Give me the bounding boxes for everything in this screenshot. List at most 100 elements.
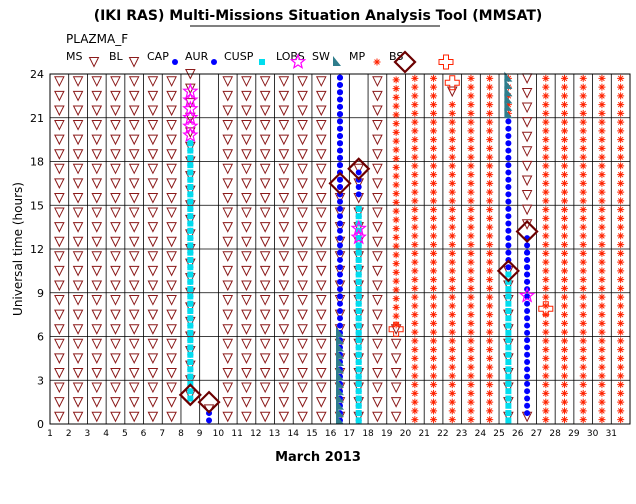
point-ms [166, 295, 177, 306]
point-mp [448, 206, 456, 214]
point-ms [372, 367, 383, 379]
point-mp [598, 346, 606, 354]
point-mp [486, 363, 494, 371]
point-aur [505, 118, 512, 125]
point-mp [392, 111, 400, 119]
point-mp [467, 214, 475, 222]
point-ms [110, 338, 121, 350]
point-ms [110, 192, 121, 204]
point-mp [467, 197, 475, 205]
point-ms [91, 367, 103, 379]
point-mp [392, 251, 400, 259]
point-mp [598, 144, 606, 152]
point-ms [241, 76, 252, 87]
point-mp [467, 354, 475, 362]
point-mp [598, 381, 606, 389]
point-mp [392, 242, 400, 250]
point-ms [241, 149, 252, 160]
point-mp [467, 398, 475, 406]
point-mp [561, 92, 569, 100]
point-mp [467, 241, 475, 249]
x-tick-label: 21 [418, 429, 429, 439]
point-ms [259, 411, 271, 423]
point-mp [579, 363, 587, 371]
point-cusp [355, 242, 362, 249]
x-tick-label: 27 [531, 429, 542, 439]
point-mp [486, 136, 494, 144]
point-mp [504, 101, 512, 109]
point-ms [315, 105, 327, 117]
point-mp [598, 206, 606, 214]
point-mp [579, 354, 587, 362]
x-tick-label: 1 [47, 429, 53, 439]
point-aur [337, 162, 343, 169]
point-ms [128, 338, 140, 350]
point-mp [579, 118, 587, 126]
point-mp [430, 381, 438, 389]
point-ms [315, 222, 327, 233]
point-mp [430, 354, 438, 362]
point-ms [297, 236, 308, 248]
point-mp [486, 153, 494, 161]
legend-label: MS [66, 50, 82, 63]
point-mp [542, 136, 550, 144]
point-mp [598, 293, 606, 301]
point-sw [504, 71, 513, 82]
point-mp [448, 188, 456, 196]
point-mp [448, 118, 456, 126]
point-mp [430, 83, 438, 91]
point-mp [411, 197, 419, 205]
point-ms [278, 120, 290, 131]
point-mp [561, 407, 569, 415]
point-mp [598, 232, 606, 240]
point-ms [278, 353, 290, 364]
point-ms [372, 163, 383, 175]
point-mp [486, 302, 494, 310]
point-mp [392, 225, 400, 233]
point-mp [448, 214, 456, 222]
point-ms [315, 163, 327, 175]
point-ms [259, 134, 271, 146]
point-mp [561, 74, 569, 82]
point-mp [411, 293, 419, 301]
point-mp [411, 101, 419, 109]
point-mp [467, 109, 475, 117]
point-mp [542, 153, 550, 161]
point-mp [598, 416, 606, 424]
point-ms [128, 236, 140, 248]
point-ms [259, 324, 271, 335]
point-mp [392, 286, 400, 294]
point-mp [486, 381, 494, 389]
point-mp [617, 83, 625, 91]
point-aur [337, 103, 343, 110]
point-ms [278, 367, 290, 379]
point-mp [561, 179, 569, 187]
point-ms [372, 222, 383, 233]
point-ms [128, 134, 140, 146]
point-ms [91, 309, 103, 321]
point-mp [411, 276, 419, 284]
point-mp [542, 197, 550, 205]
point-lobs [182, 117, 199, 134]
point-ms [72, 105, 84, 117]
point-cusp [187, 264, 194, 271]
point-aur [524, 271, 531, 278]
point-ms [72, 382, 84, 394]
point-ms [315, 192, 327, 204]
point-cusp [505, 271, 512, 278]
legend-marker-mp [373, 58, 381, 66]
point-ms [91, 236, 103, 248]
point-ms [147, 265, 159, 277]
point-ms [315, 120, 327, 131]
point-aur [337, 242, 343, 249]
point-mp [392, 233, 400, 241]
point-mp [598, 188, 606, 196]
point-mp [486, 74, 494, 82]
point-ms [91, 411, 103, 423]
point-ms [147, 120, 159, 131]
point-aur [337, 198, 343, 205]
point-cusp [187, 242, 194, 249]
point-mp [598, 136, 606, 144]
y-tick-label: 18 [30, 156, 44, 169]
point-mp [617, 372, 625, 380]
